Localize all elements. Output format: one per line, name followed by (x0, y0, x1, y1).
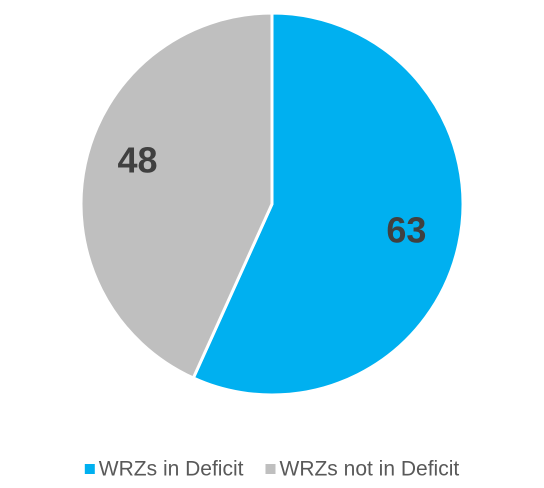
pie-slice (191, 11, 465, 397)
legend-text: WRZs in Deficit (99, 458, 244, 481)
legend: WRZs in Deficit WRZs not in Deficit (84, 458, 459, 481)
legend-swatch (84, 464, 95, 474)
data-label: 48 (118, 140, 158, 181)
legend-swatch (265, 464, 276, 474)
data-label: 63 (386, 209, 426, 250)
legend-text: WRZs not in Deficit (279, 458, 459, 481)
pie-slice (79, 11, 274, 381)
